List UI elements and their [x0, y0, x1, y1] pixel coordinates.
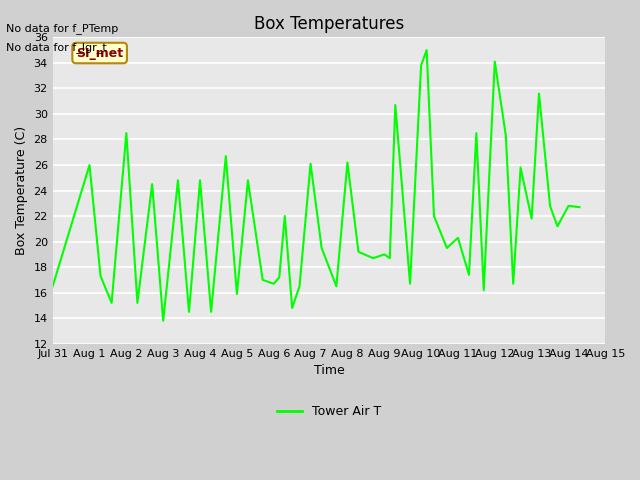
Legend: Tower Air T: Tower Air T — [272, 400, 386, 423]
Text: No data for f_lgr_t: No data for f_lgr_t — [6, 42, 107, 53]
Text: No data for f_PTemp: No data for f_PTemp — [6, 23, 118, 34]
Text: SI_met: SI_met — [76, 47, 124, 60]
Y-axis label: Box Temperature (C): Box Temperature (C) — [15, 126, 28, 255]
Title: Box Temperatures: Box Temperatures — [254, 15, 404, 33]
X-axis label: Time: Time — [314, 364, 344, 377]
